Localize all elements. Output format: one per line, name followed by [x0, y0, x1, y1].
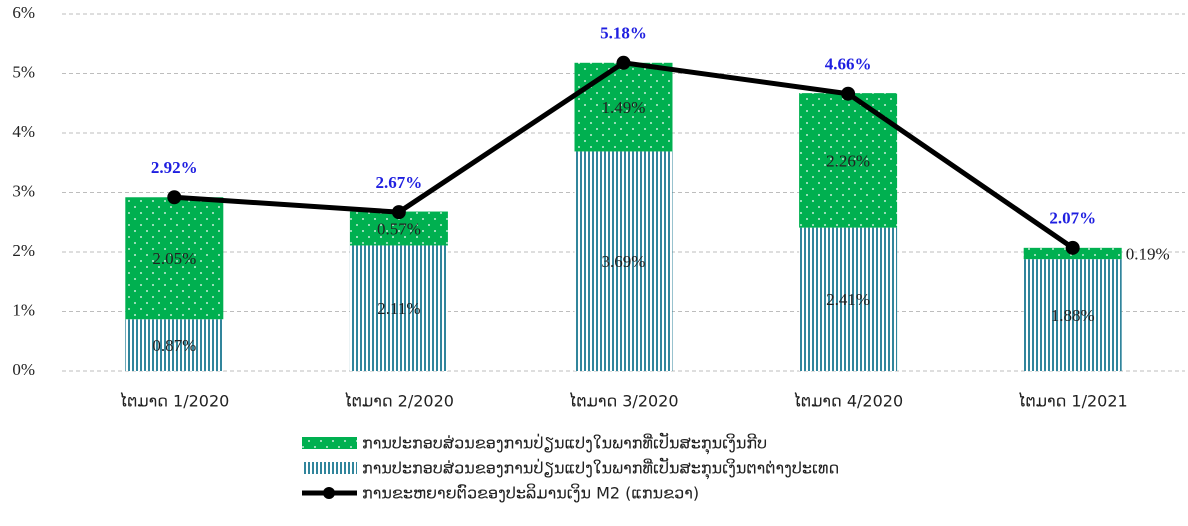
- data-label: 2.26%: [826, 151, 870, 170]
- line-marker: [616, 55, 631, 70]
- x-tick-label: ໄຕມາດ 4/2020: [793, 392, 903, 411]
- line-marker: [167, 190, 182, 205]
- y-tick-label: 4%: [12, 122, 35, 141]
- bar-segment: [125, 197, 224, 320]
- line-label: 2.07%: [1049, 209, 1096, 228]
- y-tick-label: 5%: [12, 62, 35, 81]
- data-label: 1.88%: [1051, 306, 1095, 325]
- bar-segment: [349, 245, 448, 371]
- bar-segment: [574, 62, 673, 152]
- bar-segment: [125, 319, 224, 371]
- line-marker: [391, 205, 406, 220]
- y-tick-label: 1%: [12, 300, 35, 319]
- legend-swatch: [302, 462, 357, 474]
- y-tick-label: 6%: [12, 3, 35, 22]
- data-label: 0.57%: [377, 219, 421, 238]
- y-tick-label: 3%: [12, 181, 35, 200]
- data-label: 2.11%: [377, 299, 420, 318]
- x-tick-label: ໄຕມາດ 3/2020: [568, 392, 678, 411]
- line-label: 4.66%: [825, 55, 872, 74]
- data-label: 0.87%: [152, 336, 196, 355]
- bar-segment: [799, 227, 898, 371]
- data-label: 3.69%: [602, 252, 646, 271]
- x-tick-label: ໄຕມາດ 1/2021: [1018, 392, 1128, 411]
- bar-segment: [574, 151, 673, 371]
- x-tick-label: ໄຕມາດ 2/2020: [344, 392, 454, 411]
- bar-segment: [1023, 259, 1122, 371]
- line-label: 2.67%: [376, 173, 423, 192]
- line-marker: [841, 86, 856, 101]
- legend-label: ການປະກອບສ່ວນຂອງການປ່ຽນແປງໃນພາກທີ່ເປັນສະກ…: [362, 457, 839, 480]
- data-label: 1.49%: [602, 98, 646, 117]
- legend-label: ການປະກອບສ່ວນຂອງການປ່ຽນແປງໃນພາກທີ່ເປັນສະກ…: [362, 432, 767, 455]
- data-label: 0.19%: [1126, 244, 1170, 263]
- line-label: 5.18%: [600, 24, 647, 43]
- line-label: 2.92%: [151, 158, 198, 177]
- data-label: 2.41%: [826, 290, 870, 309]
- line-marker: [1065, 240, 1080, 255]
- legend-swatch: [302, 437, 357, 449]
- legend-label: ການຂະຫຍາຍຕົວຂອງປະລິມານເງິນ M2 (ແກນຂວາ): [362, 483, 699, 502]
- y-tick-label: 2%: [12, 241, 35, 260]
- data-label: 2.05%: [152, 249, 196, 268]
- legend-marker: [323, 487, 335, 499]
- y-tick-label: 0%: [12, 360, 35, 379]
- x-tick-label: ໄຕມາດ 1/2020: [119, 392, 229, 411]
